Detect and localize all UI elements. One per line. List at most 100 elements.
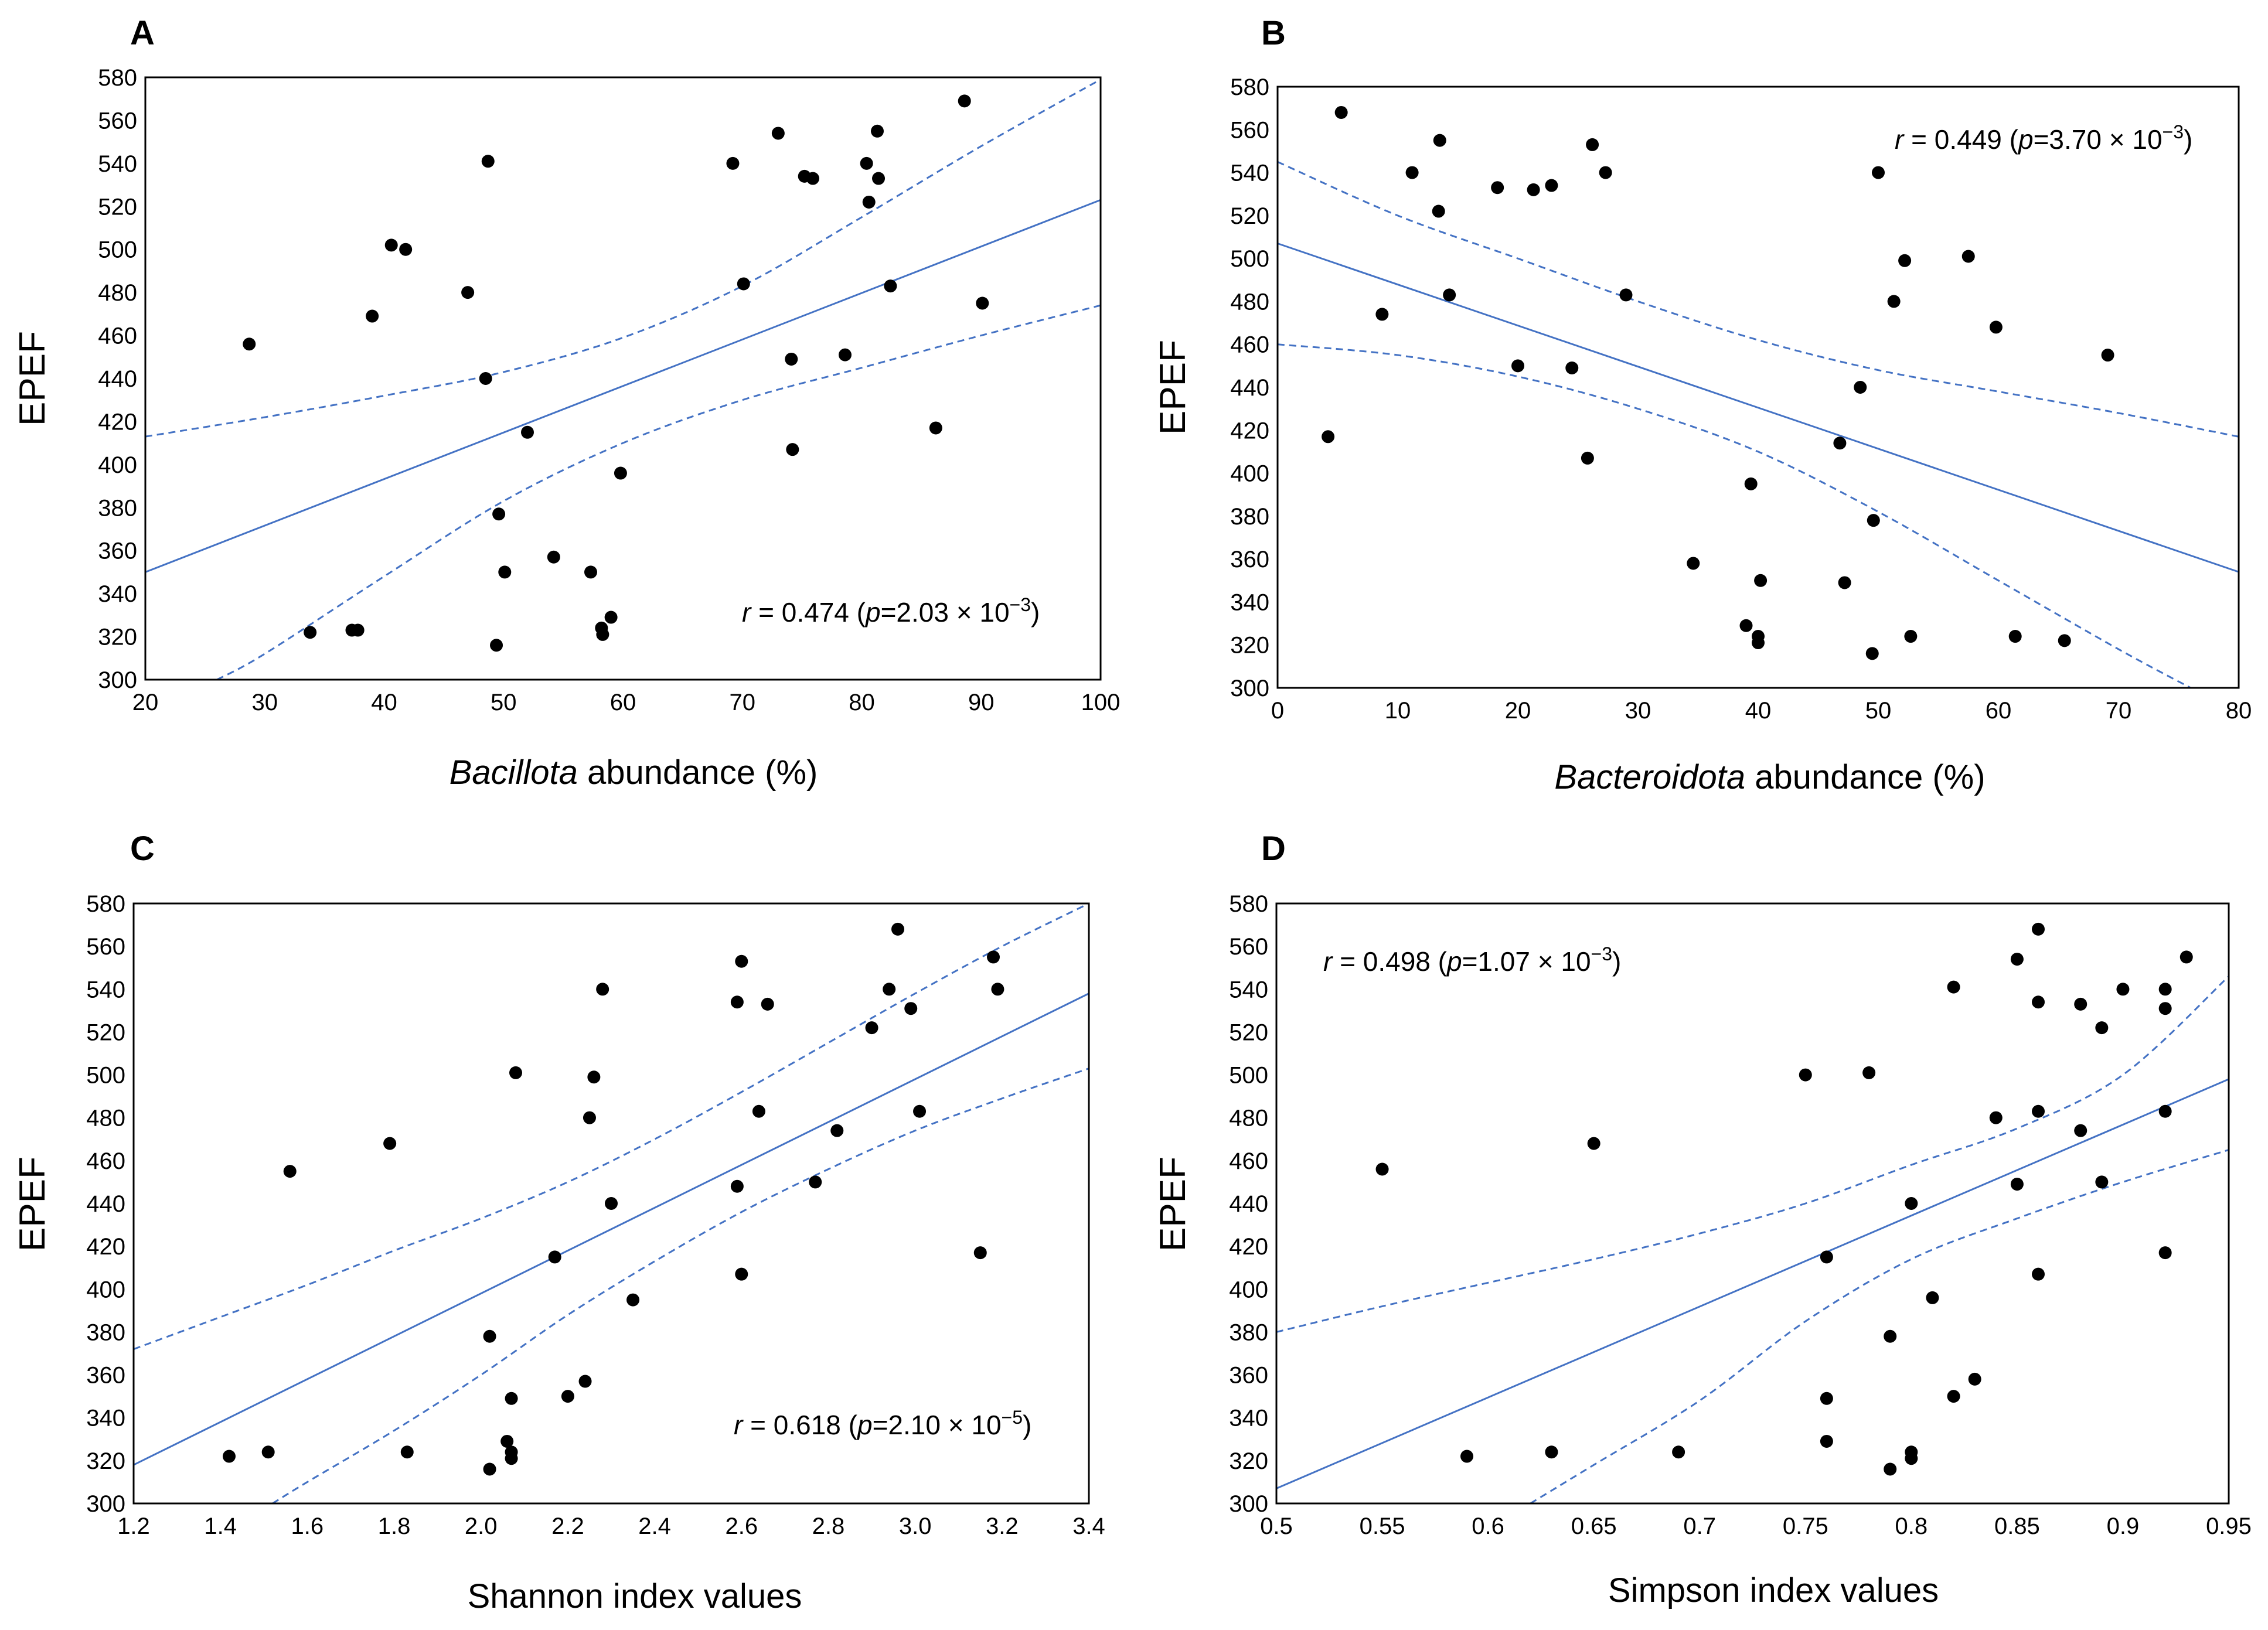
panel-a-ytick-label: 320 xyxy=(98,625,137,650)
panel-c-xtick-label: 1.6 xyxy=(291,1513,324,1539)
panel-c-data-point xyxy=(891,922,904,936)
panel-b-xlabel-italic: Bacteroidota xyxy=(1554,758,1745,796)
panel-c-data-point xyxy=(913,1104,927,1118)
panel-a-data-point xyxy=(785,352,798,366)
panel-d-data-point xyxy=(1947,1390,1960,1403)
panel-d-data-point xyxy=(1587,1137,1600,1150)
panel-b-fit xyxy=(1277,243,2239,573)
panel-b-p-exponent: −3 xyxy=(2163,121,2184,142)
panel-b-data-point xyxy=(1898,254,1912,267)
panel-c-plot-frame xyxy=(132,902,1090,1505)
panel-c-data-point xyxy=(973,1246,987,1260)
panel-b-data-point xyxy=(1586,138,1599,151)
panel-b-xtick-label: 80 xyxy=(2226,698,2252,724)
panel-b-data-point xyxy=(1581,451,1594,465)
panel-c-data-point xyxy=(561,1390,574,1403)
panel-c-ci xyxy=(134,903,1089,1503)
panel-b-xticks: 0 10 20 30 40 50 60 70 80 xyxy=(1271,698,2252,724)
panel-a-p-exponent: −3 xyxy=(1010,594,1031,615)
panel-d-data-point xyxy=(1968,1372,1981,1386)
panel-c-xtick-label: 2.8 xyxy=(812,1513,845,1539)
panel-c-xtick-label: 2.2 xyxy=(551,1513,584,1539)
panel-c-ytick-label: 500 xyxy=(86,1063,125,1089)
panel-d-data-point xyxy=(2180,950,2193,964)
panel-b-data-point xyxy=(1867,514,1880,527)
panel-a-data-point xyxy=(614,466,627,480)
panel-d-fit xyxy=(1276,1078,2229,1489)
panel-b-data-point xyxy=(1833,437,1847,450)
panel-b-data-point xyxy=(1599,166,1612,179)
panel-d-xtick-label: 0.6 xyxy=(1472,1513,1504,1539)
panel-c-ytick-label: 480 xyxy=(86,1106,125,1131)
panel-d-data-point xyxy=(1905,1197,1918,1210)
panel-a-data-point xyxy=(304,626,317,639)
panel-b-ytick-label: 340 xyxy=(1230,589,1269,615)
panel-b-data-point xyxy=(1405,166,1419,179)
panel-a-ytick-label: 500 xyxy=(98,237,137,263)
panel-a-ytick-label: 480 xyxy=(98,280,137,306)
panel-c-fit xyxy=(133,993,1089,1466)
panel-b-xtick-label: 60 xyxy=(1986,698,2012,724)
panel-c-xtick-label: 3.2 xyxy=(986,1513,1019,1539)
panel-d-xtick-label: 0.7 xyxy=(1683,1513,1716,1539)
panel-c-ytick-label: 520 xyxy=(86,1019,125,1045)
panel-a-ytick-label: 300 xyxy=(98,667,137,693)
panel-c-ytick-label: 380 xyxy=(86,1319,125,1345)
panel-c-data-point xyxy=(735,1267,748,1281)
panel-a-ytick-label: 420 xyxy=(98,409,137,435)
panel-a-data-point xyxy=(490,639,503,652)
panel-c-correlation-annotation: r = 0.618 (p=2.10 × 10−5) xyxy=(734,1407,1031,1440)
panel-b-xtick-label: 10 xyxy=(1385,698,1411,724)
panel-a-data-point xyxy=(958,94,971,108)
panel-d-r-value: = 0.498 ( xyxy=(1332,946,1447,977)
panel-a-data-point xyxy=(596,628,609,641)
panel-c-ytick-label: 400 xyxy=(86,1277,125,1302)
panel-d-data-point xyxy=(1947,980,1960,994)
panel-b-ci xyxy=(1278,161,2239,688)
panel-d-plot-frame xyxy=(1275,902,2230,1505)
panel-c-p-label: p xyxy=(856,1410,873,1440)
panel-d-ylabel: EPEF xyxy=(1153,1157,1193,1252)
panel-b-data-point xyxy=(1433,134,1446,147)
panel-b-xlabel-rest: abundance (%) xyxy=(1745,758,1985,796)
panel-c-xticks: 1.2 1.4 1.6 1.8 2.0 2.2 2.4 2.6 2.8 3.0 3.2 3.4 xyxy=(117,1513,1105,1539)
panel-c-data-point xyxy=(587,1070,601,1084)
panel-c-annotation-close: ) xyxy=(1023,1410,1031,1440)
panel-d-ytick-label: 480 xyxy=(1229,1106,1268,1131)
panel-c-data-point xyxy=(865,1021,878,1035)
panel-b-data-point xyxy=(1744,477,1758,490)
panel-c-yticks: 300 320 340 360 380 400 420 440 460 480 500 520 540 5… xyxy=(86,891,125,1517)
panel-b-ytick-label: 540 xyxy=(1230,161,1269,186)
panel-b-data-point xyxy=(1872,166,1885,179)
panel-b-data-point xyxy=(2101,349,2114,362)
panel-c-points xyxy=(223,922,1004,1476)
panel-a-fit xyxy=(145,199,1101,573)
panel-a-data-point xyxy=(521,425,534,439)
panel-b-xlabel: Bacteroidota abundance (%) xyxy=(1554,758,1985,796)
panel-d-xtick-label: 0.5 xyxy=(1260,1513,1293,1539)
panel-d-data-point xyxy=(1820,1250,1833,1264)
panel-b-ci-upper-line xyxy=(1278,161,2239,438)
panel-c-data-point xyxy=(809,1175,822,1189)
panel-c-xtick-label: 2.6 xyxy=(725,1513,758,1539)
panel-a-data-point xyxy=(929,421,942,435)
panel-c-data-point xyxy=(383,1137,397,1150)
panel-a-ci xyxy=(145,79,1101,680)
panel-a-data-point xyxy=(481,155,495,168)
panel-c-xlabel-rest: Shannon index values xyxy=(468,1577,802,1615)
panel-b-xtick-label: 40 xyxy=(1745,698,1772,724)
panel-d-data-point xyxy=(2032,995,2045,1009)
panel-b-data-point xyxy=(1545,179,1558,192)
panel-c-xtick-label: 1.4 xyxy=(204,1513,237,1539)
panel-c-ytick-label: 580 xyxy=(86,891,125,917)
panel-a-xlabel: Bacillota abundance (%) xyxy=(449,753,818,792)
panel-b-ytick-label: 420 xyxy=(1230,418,1269,444)
panel-a-xlabel-rest: abundance (%) xyxy=(578,753,818,792)
panel-c-ytick-label: 360 xyxy=(86,1363,125,1389)
panel-a-data-point xyxy=(461,286,475,299)
panel-d-data-point xyxy=(1375,1162,1389,1176)
panel-a-ytick-label: 340 xyxy=(98,581,137,607)
panel-d-p-value: =1.07 × 10 xyxy=(1462,946,1591,977)
panel-c-p-value: =2.10 × 10 xyxy=(873,1410,1002,1440)
panel-b-data-point xyxy=(1443,288,1456,302)
